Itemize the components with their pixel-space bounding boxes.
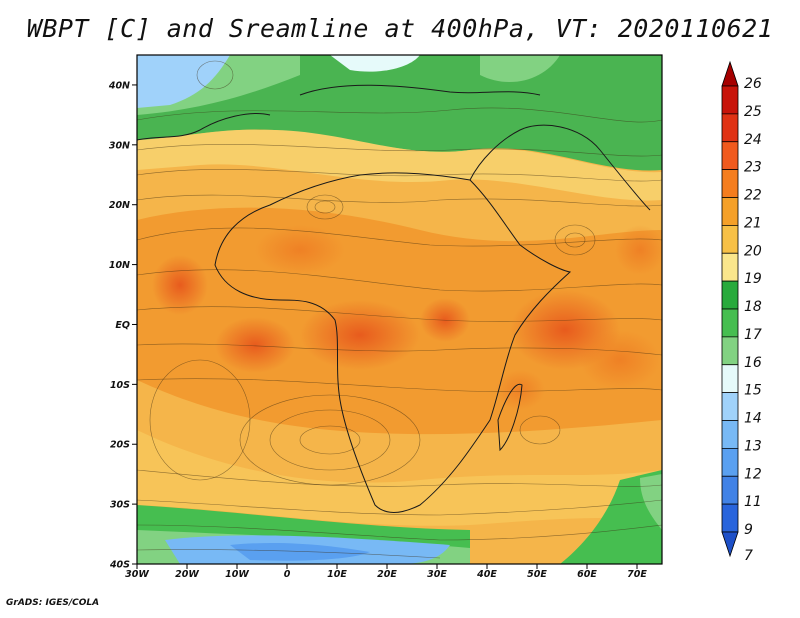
colorbar-segment [721, 224, 739, 254]
lat-tick-label: 40S [109, 560, 130, 571]
lat-tick-label: 10N [109, 260, 130, 271]
footer-credit: GrADS: IGES/COLA [6, 598, 100, 608]
colorbar-segment [721, 280, 739, 310]
colorbar-label: 21 [744, 215, 762, 231]
lat-tick-label: 20S [110, 440, 130, 451]
colorbar-label: 12 [744, 466, 762, 482]
temperature-field [137, 55, 662, 564]
colorbar-label: 7 [744, 548, 753, 564]
lon-tick-label: 10E [327, 569, 347, 580]
colorbar-cap-bottom [721, 531, 739, 558]
lon-tick-label: 30W [125, 569, 149, 580]
colorbar-label: 18 [744, 299, 762, 315]
colorbar-segment [721, 197, 739, 226]
colorbar-label: 25 [744, 104, 762, 120]
lat-tick-label: 40N [108, 80, 130, 91]
lat-tick-label: 10S [110, 380, 130, 391]
lat-tick-label: EQ [115, 320, 130, 331]
colorbar-segment [721, 308, 739, 338]
colorbar-label: 19 [744, 271, 762, 287]
colorbar-label: 17 [744, 327, 762, 343]
colorbar-label: 14 [744, 411, 762, 427]
colorbar-label: 23 [744, 160, 762, 176]
map-title: WBPT [C] and Sreamline at 400hPa, VT: 20… [26, 14, 774, 43]
colorbar-label: 16 [744, 355, 762, 371]
lon-tick-label: 50E [527, 569, 547, 580]
colorbar-label: 13 [744, 438, 762, 454]
colorbar-label: 11 [744, 494, 762, 510]
colorbar-label: 15 [744, 383, 762, 399]
colorbar-segment [721, 447, 739, 477]
map-frame [136, 54, 663, 565]
colorbar-label: 22 [744, 188, 762, 204]
lon-tick-label: 0 [284, 569, 291, 580]
lon-tick-label: 70E [627, 569, 647, 580]
lon-tick-label: 20E [377, 569, 397, 580]
lat-tick-label: 30S [110, 500, 130, 511]
colorbar-segment [721, 252, 739, 282]
colorbar-segment [721, 420, 739, 449]
colorbar-label: 9 [744, 522, 753, 538]
colorbar-segment [721, 141, 739, 171]
lon-tick-label: 20W [175, 569, 199, 580]
coastlines [137, 84, 651, 513]
lat-tick-label: 30N [109, 140, 130, 151]
colorbar-segment [721, 392, 739, 421]
lon-tick-label: 30E [427, 569, 447, 580]
lon-tick-label: 40E [476, 569, 497, 580]
colorbar-label: 20 [744, 243, 762, 259]
lat-tick-label: 20N [109, 200, 130, 211]
lon-axis: 30W 20W 10W 0 10E 20E 30E 40E 50E 60E 70E [125, 564, 647, 580]
colorbar-label: 24 [744, 132, 762, 148]
colorbar-segment [721, 336, 739, 366]
colorbar-segment [721, 85, 739, 115]
colorbar-segment [721, 503, 739, 533]
lon-tick-label: 60E [577, 569, 597, 580]
colorbar-segment [721, 364, 739, 394]
colorbar-cap-top [721, 60, 739, 87]
colorbar-segment [721, 169, 739, 198]
lat-axis: 40N 30N 20N 10N EQ 10S 20S 30S 40S [108, 80, 137, 571]
colorbar-label: 26 [744, 76, 762, 92]
colorbar: 26 25 24 23 22 21 20 19 18 17 16 15 14 13 12 11 9 7 [721, 60, 762, 564]
lon-tick-label: 10W [225, 569, 249, 580]
colorbar-segment [721, 475, 739, 505]
colorbar-segment [721, 113, 739, 143]
streamlines [137, 60, 662, 559]
